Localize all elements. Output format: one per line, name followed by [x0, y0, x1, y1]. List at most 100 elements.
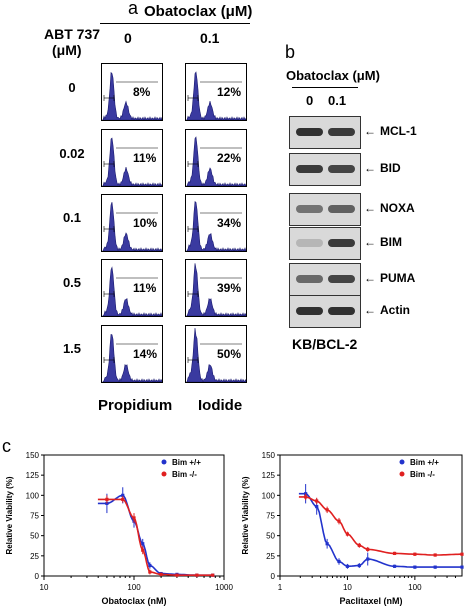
x-tick-label: 100: [408, 583, 422, 592]
histogram-plot: [102, 334, 162, 382]
blot-bim: [289, 227, 361, 260]
fit-curve: [97, 494, 213, 576]
protein-band: [296, 205, 323, 213]
subg1-percentage: 12%: [216, 85, 243, 99]
blot-label: ← Actin: [364, 303, 410, 317]
abt-dose-label: 1.5: [62, 341, 82, 356]
data-point: [392, 564, 397, 568]
x-axis-label: Paclitaxel (nM): [339, 596, 402, 606]
histogram-plot: [102, 201, 162, 251]
blot-col-label-0: 0: [306, 93, 314, 108]
data-point: [325, 508, 329, 512]
protein-name: BID: [380, 161, 401, 175]
data-point: [366, 547, 370, 551]
y-axis-label: Relative Viability (%): [241, 476, 250, 554]
abt-dose-label: 0.5: [62, 275, 82, 290]
protein-band: [328, 128, 355, 136]
subg1-percentage: 11%: [132, 281, 158, 295]
data-point: [392, 551, 397, 556]
x-tick-label: 100: [127, 583, 141, 592]
protein-name: PUMA: [380, 271, 416, 285]
y-tick-label: 0: [35, 572, 40, 581]
data-point: [366, 557, 370, 561]
data-point: [460, 552, 464, 556]
fit-curve: [97, 498, 213, 576]
flow-histogram: 12%: [185, 63, 247, 121]
subg1-percentage: 50%: [216, 347, 243, 361]
chart-obatoclax: 0 25 50 75 100 125 150 10 100 1000 Obatoclax (nM) R…: [5, 451, 233, 606]
x-tick-label: 10: [343, 583, 352, 592]
blot-actin: [289, 295, 361, 328]
subg1-percentage: 14%: [132, 347, 159, 361]
blot-bid: [289, 153, 361, 186]
arrow-left-icon: ←: [364, 161, 376, 175]
protein-name: MCL-1: [380, 124, 417, 138]
blot-label: ← PUMA: [364, 271, 415, 285]
data-point: [121, 497, 125, 501]
panel-b-header-rule: [292, 87, 358, 88]
abt-dose-label: 0: [68, 80, 76, 95]
flow-histogram: 8%: [101, 63, 163, 121]
abt-dose-label: 0.02: [59, 146, 85, 161]
data-point: [337, 559, 341, 564]
xlabel-propidium: Propidium: [98, 397, 173, 414]
blot-col-label-1: 0.1: [328, 93, 347, 108]
panel-a-letter: a: [128, 0, 139, 18]
data-point: [357, 563, 361, 568]
col-label-0: 0: [124, 30, 132, 46]
y-tick-label: 100: [262, 491, 276, 500]
blot-label: ← BID: [364, 161, 401, 175]
legend-label: Bim +/+: [172, 458, 201, 467]
legend-label: Bim +/+: [410, 458, 439, 467]
data-point: [159, 572, 163, 576]
protein-name: Actin: [380, 303, 410, 317]
legend-marker: [161, 471, 167, 477]
histogram-plot: [186, 201, 246, 251]
data-point: [460, 565, 464, 569]
data-point: [315, 499, 319, 503]
subg1-percentage: 8%: [132, 85, 152, 99]
blot-label: ← MCL-1: [364, 124, 417, 138]
x-tick-label: 1: [278, 583, 283, 592]
legend-marker: [399, 471, 405, 477]
panel-b-letter: b: [285, 42, 296, 62]
data-point: [345, 564, 350, 568]
flow-histogram: 50%: [185, 325, 247, 383]
y-tick-label: 25: [266, 552, 275, 561]
flow-histogram: 14%: [101, 325, 163, 383]
data-point: [141, 548, 145, 552]
abt-dose-label: 0.1: [62, 210, 82, 225]
protein-band: [328, 239, 355, 247]
protein-band: [296, 275, 323, 283]
y-tick-label: 125: [262, 471, 276, 480]
y-tick-label: 100: [26, 491, 40, 500]
blot-label: ← NOXA: [364, 201, 415, 215]
flow-histogram: 22%: [185, 129, 247, 187]
flow-histogram: 10%: [101, 194, 163, 252]
data-point: [345, 532, 350, 536]
data-point: [413, 552, 417, 556]
y-tick-label: 75: [30, 512, 39, 521]
arrow-left-icon: ←: [364, 201, 376, 215]
subg1-percentage: 22%: [216, 151, 243, 165]
panel-c-letter: c: [2, 436, 11, 456]
y-tick-label: 50: [30, 532, 39, 541]
y-tick-label: 150: [262, 451, 276, 460]
y-axis-label: Relative Viability (%): [5, 476, 14, 554]
panel-a-header-rule: [100, 23, 250, 24]
flow-histogram: 34%: [185, 194, 247, 252]
y-tick-label: 150: [26, 451, 40, 460]
histogram-plot: [186, 263, 246, 316]
subg1-percentage: 34%: [216, 216, 243, 230]
data-point: [315, 505, 319, 509]
data-point: [141, 542, 145, 546]
y-tick-label: 125: [26, 471, 40, 480]
panel-a-header: Obatoclax (μM): [144, 3, 253, 20]
data-point: [195, 573, 199, 577]
subg1-percentage: 10%: [132, 216, 159, 230]
protein-band: [328, 205, 355, 213]
legend-marker: [399, 459, 405, 465]
flow-histogram: 39%: [185, 259, 247, 317]
panel-b-header: Obatoclax (μM): [286, 68, 380, 83]
data-point: [304, 495, 308, 499]
